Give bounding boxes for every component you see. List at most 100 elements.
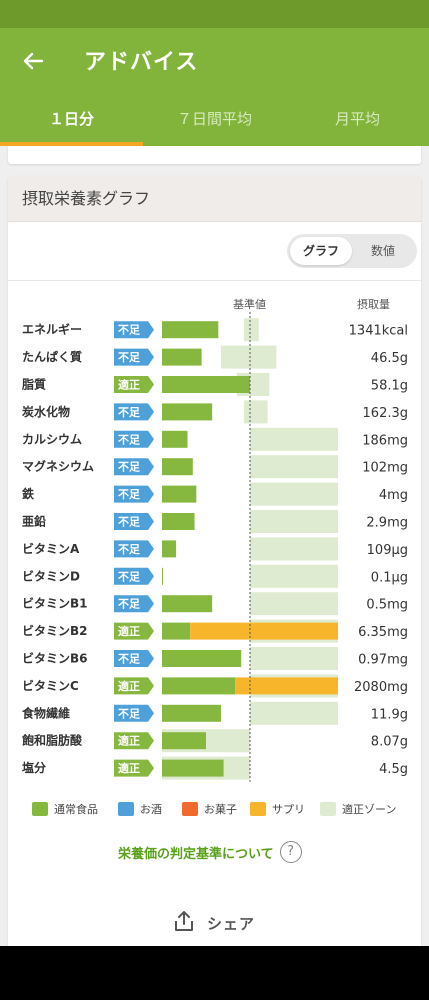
nutrient-label: 脂質 [21,377,46,392]
legend-label: 適正ゾーン [342,803,397,816]
proper-zone-bar [243,318,259,342]
nutrient-label: ビタミンD [22,568,80,583]
status-badge [114,622,154,640]
intake-value: 102mg [362,461,408,476]
legend-swatch [182,802,198,816]
tab-monthly-average[interactable]: 月平均 [334,110,380,128]
app-bar: アドバイス １日分 ７日間平均 月平均 [0,28,429,146]
tab-seven-day-average[interactable]: ７日間平均 [176,110,252,128]
legend-label: サプリ [272,803,305,816]
proper-zone-bar [250,537,338,561]
legend-label: お酒 [140,803,162,816]
status-badge [114,540,154,558]
intake-value: 162.3g [363,406,408,421]
proper-zone-bar [250,701,338,725]
intake-value: 0.97mg [358,653,408,668]
intake-value: 6.35mg [358,625,408,640]
status-badge [114,485,154,503]
regular-food-bar [162,677,236,695]
arrow-left-icon[interactable] [18,46,48,76]
status-badge [114,376,154,393]
intake-value: 2.9mg [366,516,408,531]
status-badge-text: 不足 [118,351,141,364]
toggle-values[interactable]: 数値 [370,244,395,258]
nutrient-label: マグネシウム [22,459,94,474]
previous-card-edge [8,146,421,164]
nutrient-label: ビタミンA [22,541,80,556]
intake-value: 46.5g [371,351,408,366]
legend-item-regular-food: 通常食品 [32,801,98,817]
status-badge [114,348,154,366]
card-title: 摂取栄養素グラフ [8,176,421,222]
intake-value: 0.5mg [366,598,408,613]
regular-food-bar [162,458,193,476]
regular-food-bar [162,759,224,777]
regular-food-bar [162,513,195,530]
regular-food-bar [162,567,163,585]
proper-zone-bar [250,647,338,670]
status-badge-text: 適正 [118,734,140,748]
regular-food-bar [162,704,221,722]
status-badge-text: 不足 [118,598,141,611]
page-title: アドバイス [84,50,199,75]
share-button[interactable]: シェア [173,910,255,936]
period-tabs: １日分 ７日間平均 月平均 [0,104,429,146]
intake-value: 186mg [362,433,408,448]
legend-label: 通常食品 [54,803,98,816]
legend-item-snacks: お菓子 [182,801,237,817]
status-badge-text: 不足 [118,324,141,337]
legend-swatch [250,802,266,816]
criteria-link-text: 栄養価の判定基準について [118,846,274,862]
status-badge [114,595,154,613]
regular-food-bar [162,376,250,393]
proper-zone-bar [250,455,338,479]
toggle-graph[interactable]: グラフ [290,237,352,265]
reference-column-header: 基準値 [233,298,266,311]
nutrient-label: 食物繊維 [21,705,70,720]
status-bar [0,0,429,28]
status-badge [114,513,154,530]
legend-item-supplement: サプリ [250,801,305,817]
status-badge [114,677,154,695]
status-badge-text: 不足 [118,516,141,529]
nutrient-label: ビタミンC [22,678,79,693]
question-circle-icon: ? [279,841,302,863]
status-badge [114,567,154,585]
status-badge-text: 適正 [118,378,140,392]
chart-legend: 通常食品 お酒 お菓子 サプリ 適正ゾーン [32,801,412,821]
status-badge-text: 不足 [118,433,141,446]
status-badge [114,732,154,750]
regular-food-bar [162,595,213,613]
status-badge [114,321,154,339]
status-badge [114,403,154,421]
legend-swatch [320,802,336,816]
nutrient-label: 塩分 [22,760,46,775]
intake-value: 109μg [367,543,408,558]
status-badge [114,430,154,448]
intake-value: 1341kcal [349,324,408,339]
divider [8,280,421,281]
nutrient-label: ビタミンB2 [22,623,88,638]
regular-food-bar [162,403,213,421]
nutrient-label: エネルギー [22,322,82,337]
status-badge-text: 不足 [118,570,141,583]
proper-zone-bar [250,564,338,588]
nutrient-label: たんぱく質 [22,349,82,364]
supplement-bar [235,677,338,695]
regular-food-bar [162,732,206,750]
status-badge-text: 適正 [118,679,140,693]
criteria-link[interactable]: 栄養価の判定基準について ? [118,841,302,863]
legend-swatch [32,802,48,816]
regular-food-bar [162,540,177,558]
tab-one-day[interactable]: １日分 [0,104,143,146]
proper-zone-bar [220,345,277,369]
status-badge-text: 不足 [118,707,141,720]
legend-item-alcohol: お酒 [118,801,162,817]
content-area: 摂取栄養素グラフ グラフ 数値 基準値 摂取量 エネルギー 不足 1341kcal た… [0,146,429,946]
nutrient-label: 亜鉛 [22,514,46,529]
legend-swatch [118,802,134,816]
nutrient-label: 鉄 [22,486,34,501]
nutrient-graph-card: 摂取栄養素グラフ グラフ 数値 基準値 摂取量 エネルギー 不足 1341kcal た… [8,176,421,946]
regular-food-bar [162,650,242,667]
